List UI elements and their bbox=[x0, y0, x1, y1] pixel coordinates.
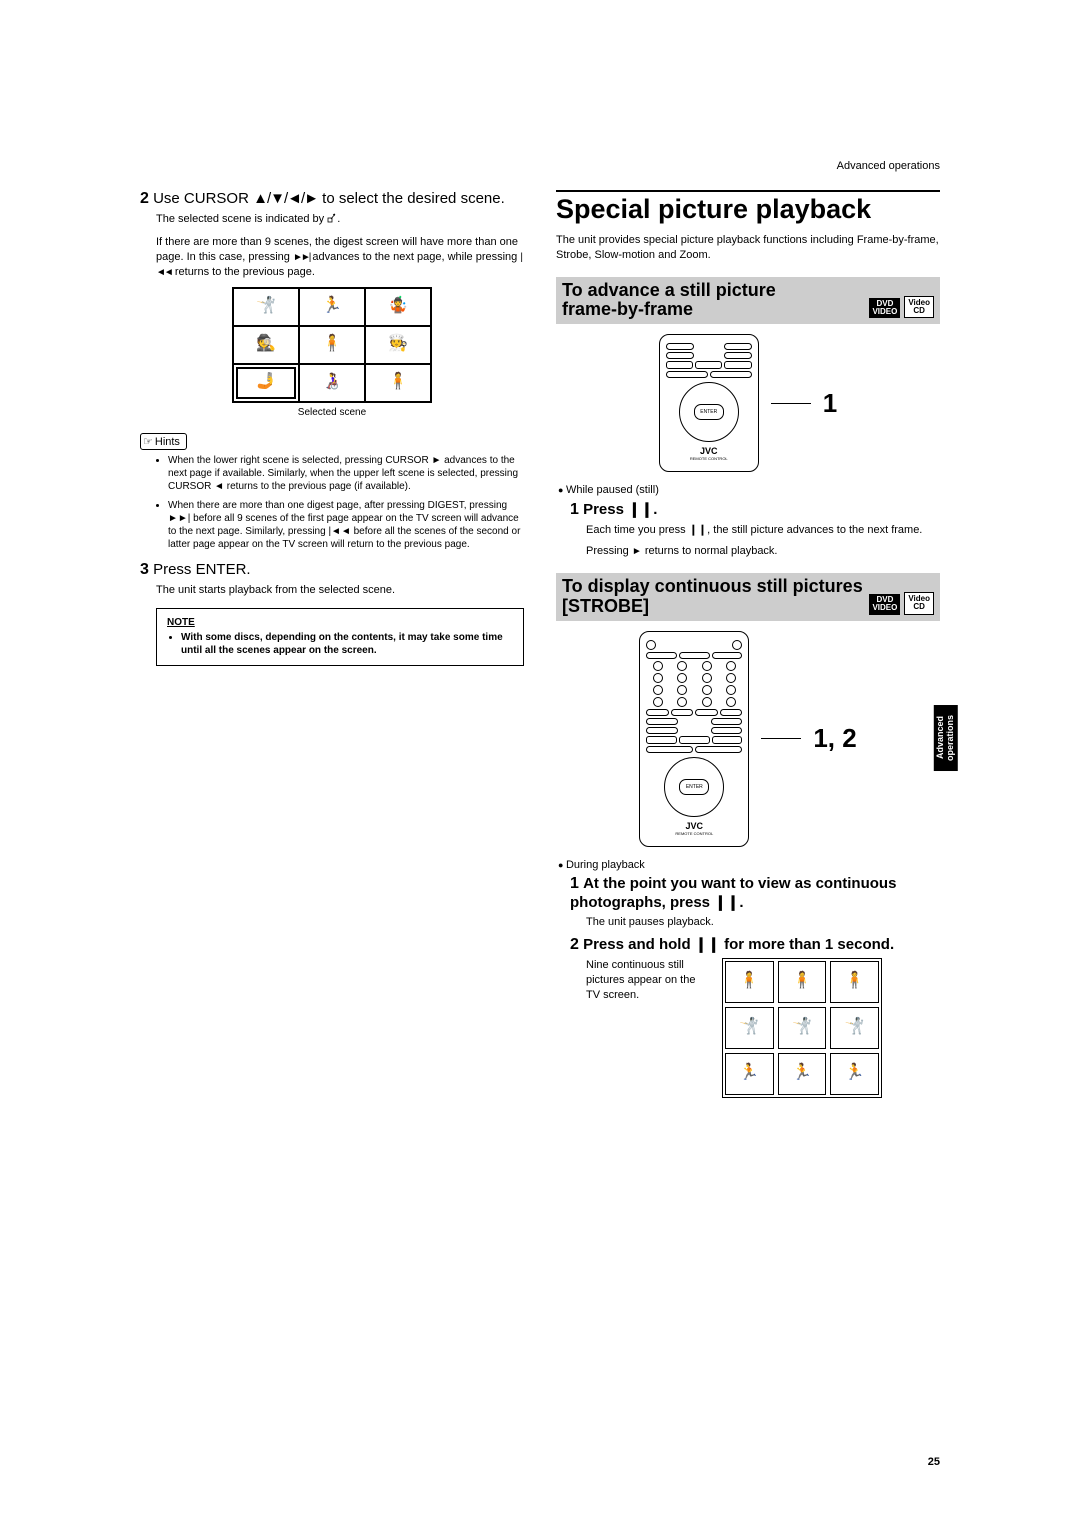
digest-cell: 🤺 bbox=[233, 288, 299, 326]
strobe-cell: 🤺 bbox=[779, 1008, 826, 1048]
hints-list: When the lower right scene is selected, … bbox=[140, 454, 524, 551]
step-2-body-line2: If there are more than 9 scenes, the dig… bbox=[156, 235, 524, 280]
strobe-cell: 🤺 bbox=[726, 1008, 773, 1048]
remote-sublabel: REMOTE CONTROL bbox=[666, 456, 752, 461]
digest-cell-selected: 🤳 bbox=[233, 364, 299, 402]
skip-forward-icon: ►►| bbox=[293, 252, 309, 263]
digest-cell: 👩‍🦽 bbox=[299, 364, 365, 402]
heading-rule bbox=[556, 190, 940, 192]
cursor-arrows: ▲/▼/◄/► bbox=[253, 190, 318, 207]
select-indicator-icon bbox=[327, 213, 337, 223]
right-column: Special picture playback The unit provid… bbox=[556, 190, 940, 1098]
strobe-block: Nine continuous still pictures appear on… bbox=[586, 958, 940, 1098]
note-title: NOTE bbox=[167, 617, 513, 628]
left-column: 2 Use CURSOR ▲/▼/◄/► to select the desir… bbox=[140, 190, 524, 1098]
page-number: 25 bbox=[928, 1456, 940, 1468]
step-3-heading: 3 Press ENTER. bbox=[140, 561, 524, 579]
callout-number: 1, 2 bbox=[813, 723, 856, 754]
callout-number: 1 bbox=[823, 388, 837, 419]
strobe-cell: 🏃 bbox=[779, 1054, 826, 1094]
page-heading: Special picture playback bbox=[556, 194, 940, 225]
video-cd-badge: VideoCD bbox=[904, 296, 934, 319]
strobe-cell: 🧍 bbox=[831, 962, 878, 1002]
hints-tag: Hints bbox=[140, 433, 187, 450]
digest-grid: 🤺 🏃 🤹 🕵 🧍 🧑‍🍳 🤳 👩‍🦽 🧍 bbox=[232, 287, 432, 403]
digest-cell: 🕵 bbox=[233, 326, 299, 364]
remote-control-icon: JVC REMOTE CONTROL bbox=[659, 334, 759, 472]
context-lead: During playback bbox=[558, 859, 940, 871]
strobe-cell: 🤺 bbox=[831, 1008, 878, 1048]
remote-logo: JVC bbox=[666, 446, 752, 456]
format-badges: DVDVIDEO VideoCD bbox=[869, 296, 934, 321]
step-2-number: 2 bbox=[140, 190, 149, 207]
side-tab: Advancedoperations bbox=[934, 705, 958, 771]
section-bar-frame-by-frame: To advance a still picture frame-by-fram… bbox=[556, 277, 940, 325]
selected-scene-caption: Selected scene bbox=[140, 407, 524, 418]
strobe-cell: 🏃 bbox=[726, 1054, 773, 1094]
step-2-heading: 2 Use CURSOR ▲/▼/◄/► to select the desir… bbox=[140, 190, 524, 208]
section-bar-strobe: To display continuous still pictures [ST… bbox=[556, 573, 940, 621]
strobe-grid: 🧍 🧍 🧍 🤺 🤺 🤺 🏃 🏃 🏃 bbox=[722, 958, 882, 1098]
step-2-body-line1: The selected scene is indicated by . bbox=[156, 212, 524, 227]
sec2-step2-body: Nine continuous still pictures appear on… bbox=[586, 958, 706, 1098]
callout-line bbox=[771, 403, 811, 404]
strobe-cell: 🏃 bbox=[831, 1054, 878, 1094]
dvd-video-badge: DVDVIDEO bbox=[869, 594, 900, 615]
sec1-step1-number: 1 bbox=[570, 501, 579, 518]
sec1-step1-text: Press ❙❙. bbox=[583, 501, 657, 518]
sec2-step2-number: 2 bbox=[570, 936, 579, 953]
note-box: NOTE With some discs, depending on the c… bbox=[156, 608, 524, 666]
hint-item: When the lower right scene is selected, … bbox=[168, 454, 524, 493]
remote-diagram-1: JVC REMOTE CONTROL 1 bbox=[556, 334, 940, 472]
sec2-step1-heading: 1 At the point you want to view as conti… bbox=[570, 875, 940, 911]
dvd-video-badge: DVDVIDEO bbox=[869, 298, 900, 319]
remote-control-icon: JVC REMOTE CONTROL bbox=[639, 631, 749, 847]
sec2-step1-number: 1 bbox=[570, 875, 579, 892]
digest-cell: 🏃 bbox=[299, 288, 365, 326]
step-2-text-post: to select the desired scene. bbox=[318, 190, 505, 207]
hint-item: When there are more than one digest page… bbox=[168, 499, 524, 551]
sec2-step2-heading: 2 Press and hold ❙❙ for more than 1 seco… bbox=[570, 935, 940, 954]
digest-cell: 🧑‍🍳 bbox=[365, 326, 431, 364]
step-2-text-pre: Use CURSOR bbox=[153, 190, 253, 207]
format-badges: DVDVIDEO VideoCD bbox=[869, 592, 934, 617]
sec2-step1-text: At the point you want to view as continu… bbox=[570, 875, 896, 911]
note-item: With some discs, depending on the conten… bbox=[181, 631, 513, 657]
sec2-step1-body: The unit pauses playback. bbox=[586, 915, 940, 930]
step-3-body: The unit starts playback from the select… bbox=[156, 583, 524, 598]
context-lead: While paused (still) bbox=[558, 484, 940, 496]
digest-cell: 🧍 bbox=[365, 364, 431, 402]
step-3-number: 3 bbox=[140, 561, 149, 578]
sec1-step1-heading: 1 Press ❙❙. bbox=[570, 500, 940, 519]
remote-sublabel: REMOTE CONTROL bbox=[646, 831, 742, 836]
video-cd-badge: VideoCD bbox=[904, 592, 934, 615]
digest-cell: 🤹 bbox=[365, 288, 431, 326]
section-title: To display continuous still pictures [ST… bbox=[562, 577, 863, 617]
remote-logo: JVC bbox=[646, 821, 742, 831]
section-title: To advance a still picture frame-by-fram… bbox=[562, 281, 776, 321]
digest-cell: 🧍 bbox=[299, 326, 365, 364]
intro-text: The unit provides special picture playba… bbox=[556, 233, 940, 263]
callout-line bbox=[761, 738, 801, 739]
header-section: Advanced operations bbox=[837, 160, 940, 172]
remote-diagram-2: JVC REMOTE CONTROL 1, 2 bbox=[556, 631, 940, 847]
two-column-layout: 2 Use CURSOR ▲/▼/◄/► to select the desir… bbox=[140, 190, 940, 1098]
strobe-cell: 🧍 bbox=[779, 962, 826, 1002]
play-icon: ► bbox=[632, 546, 642, 557]
step-3-text: Press ENTER. bbox=[153, 561, 251, 578]
sec1-body1: Each time you press ❙❙, the still pictur… bbox=[586, 523, 940, 538]
strobe-cell: 🧍 bbox=[726, 962, 773, 1002]
sec1-body2: Pressing ► returns to normal playback. bbox=[586, 544, 940, 559]
sec2-step2-text: Press and hold ❙❙ for more than 1 second… bbox=[583, 936, 894, 953]
